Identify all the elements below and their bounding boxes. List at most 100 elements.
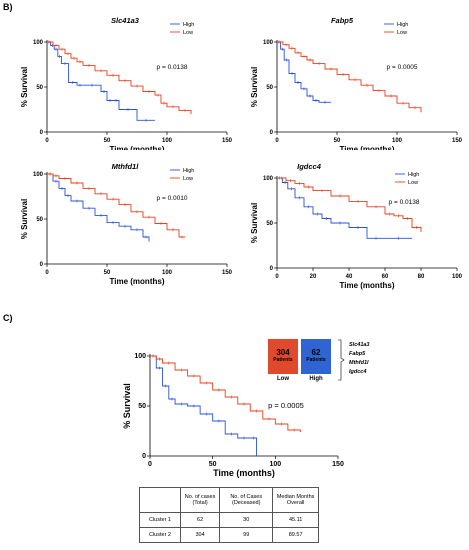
table-cell: 99 xyxy=(219,527,274,543)
x-tick-label: 100 xyxy=(452,274,463,280)
gene-item: Igdcc4 xyxy=(349,369,367,375)
x-axis-label: Time (months) xyxy=(213,468,275,478)
y-tick-label: 100 xyxy=(33,40,44,46)
table-cell: 45.11 xyxy=(272,512,319,528)
table-cell: 62 xyxy=(179,512,221,528)
x-tick-label: 150 xyxy=(222,138,233,144)
series-line-low xyxy=(277,41,422,113)
p-value-label: p = 0.0138 xyxy=(157,64,188,71)
series-line-high xyxy=(277,177,412,239)
y-axis-label: % Survival xyxy=(250,67,259,107)
y-tick-label: 100 xyxy=(134,353,146,360)
y-tick-label: 100 xyxy=(33,172,44,178)
table-cell: 89.57 xyxy=(272,527,319,543)
x-tick-label: 40 xyxy=(346,274,353,280)
legend-label: Low xyxy=(397,30,407,36)
section-label-c: C) xyxy=(3,313,13,323)
y-tick-label: 0 xyxy=(270,266,274,272)
gene-item: Slc41a3 xyxy=(349,342,370,348)
x-tick-label: 80 xyxy=(418,274,425,280)
section-label-b: B) xyxy=(3,2,13,12)
x-tick-label: 0 xyxy=(275,138,279,144)
series-line-high xyxy=(277,41,331,103)
cluster-high-count: 62 xyxy=(311,348,321,357)
cluster-low-label: Low xyxy=(277,376,289,382)
y-tick-label: 100 xyxy=(263,176,274,182)
chart-title: Mthfd1l xyxy=(112,162,140,171)
table-header-cell: No. of Cases (Deceased) xyxy=(219,487,274,513)
p-value-label: p = 0.0010 xyxy=(157,195,188,202)
y-axis-label: % Survival xyxy=(20,67,29,107)
legend-label: High xyxy=(397,22,408,28)
legend-label: Low xyxy=(408,180,418,186)
y-axis-label: % Survival xyxy=(20,199,29,239)
y-tick-label: 100 xyxy=(263,40,274,46)
cluster-high-box: 62 Patients xyxy=(301,339,331,374)
x-tick-label: 0 xyxy=(275,274,279,280)
table-cell: 30 xyxy=(219,512,274,528)
y-tick-label: 50 xyxy=(138,403,146,410)
table-header-row: No. of cases (Total) No. of Cases (Decea… xyxy=(139,487,319,513)
y-tick-label: 0 xyxy=(40,130,44,136)
p-value-label: p = 0.0005 xyxy=(387,64,418,71)
legend-label: High xyxy=(183,22,194,28)
x-tick-label: 150 xyxy=(452,138,463,144)
x-tick-label: 100 xyxy=(269,461,281,468)
y-tick-label: 50 xyxy=(266,85,273,91)
x-axis-label: Time (months) xyxy=(110,277,165,286)
y-tick-label: 50 xyxy=(36,85,43,91)
km-plot-fabp5: 0 50 100 0 50 100 150 Time (months) % Survival Fa… xyxy=(250,16,463,150)
y-axis-label: % Survival xyxy=(122,383,132,429)
cluster-gene-list: Slc41a3 Fabp5 Mthfd1l Igdcc4 xyxy=(349,341,370,377)
series-line-low xyxy=(47,41,192,114)
x-tick-label: 50 xyxy=(104,270,111,276)
cluster-high-label: High xyxy=(309,376,323,382)
legend-label: Low xyxy=(183,30,193,36)
series-line-low xyxy=(277,177,422,232)
table-cell: 304 xyxy=(179,527,221,543)
x-tick-label: 60 xyxy=(382,274,389,280)
x-tick-label: 150 xyxy=(332,461,344,468)
series-line-low xyxy=(47,173,185,238)
p-value-label: p = 0.0005 xyxy=(268,401,304,410)
chart-title: Igdcc4 xyxy=(297,162,322,171)
series-line-high xyxy=(47,173,150,242)
legend-label: Low xyxy=(183,176,193,182)
series-line-high xyxy=(150,355,257,456)
cluster-low-unit: Patients xyxy=(273,357,293,363)
cluster-high-unit: Patients xyxy=(306,357,326,363)
y-axis-label: % Survival xyxy=(250,203,259,243)
chart-title: Slc41a3 xyxy=(111,16,140,25)
y-tick-label: 0 xyxy=(270,130,274,136)
series-line-low xyxy=(150,355,301,432)
legend-label: High xyxy=(408,172,419,178)
x-tick-label: 0 xyxy=(148,461,152,468)
km-plot-mthfd1l: 0 50 100 0 50 100 150 Time (months) % Survival Mt… xyxy=(20,162,233,286)
x-tick-label: 50 xyxy=(104,138,111,144)
x-tick-label: 100 xyxy=(392,138,403,144)
x-axis-label: Time (months) xyxy=(110,145,165,150)
km-plot-combined: 0 50 100 0 50 100 150 Time (months) % Survival p … xyxy=(122,353,344,478)
table-cell: Cluster 1 xyxy=(139,512,181,528)
x-tick-label: 100 xyxy=(162,138,173,144)
p-value-label: p = 0.0138 xyxy=(389,199,420,206)
gene-item: Mthfd1l xyxy=(349,360,369,366)
y-tick-label: 50 xyxy=(36,217,43,223)
table-header-cell: No. of cases (Total) xyxy=(179,487,221,513)
x-tick-label: 0 xyxy=(45,138,49,144)
cluster-summary-table: No. of cases (Total) No. of Cases (Decea… xyxy=(139,487,319,543)
table-row: Cluster 2 304 99 89.57 xyxy=(139,527,319,543)
gene-item: Fabp5 xyxy=(349,351,366,357)
table-header-cell xyxy=(139,487,181,513)
cluster-low-count: 304 xyxy=(276,348,290,357)
cluster-gene-brace xyxy=(338,339,345,381)
y-tick-label: 0 xyxy=(142,453,146,460)
x-tick-label: 20 xyxy=(310,274,317,280)
x-tick-label: 100 xyxy=(162,270,173,276)
y-tick-label: 0 xyxy=(40,262,44,268)
table-cell: Cluster 2 xyxy=(139,527,181,543)
legend-label: High xyxy=(183,168,194,174)
x-tick-label: 50 xyxy=(334,138,341,144)
x-tick-label: 50 xyxy=(209,461,217,468)
table-row: Cluster 1 62 30 45.11 xyxy=(139,512,319,528)
